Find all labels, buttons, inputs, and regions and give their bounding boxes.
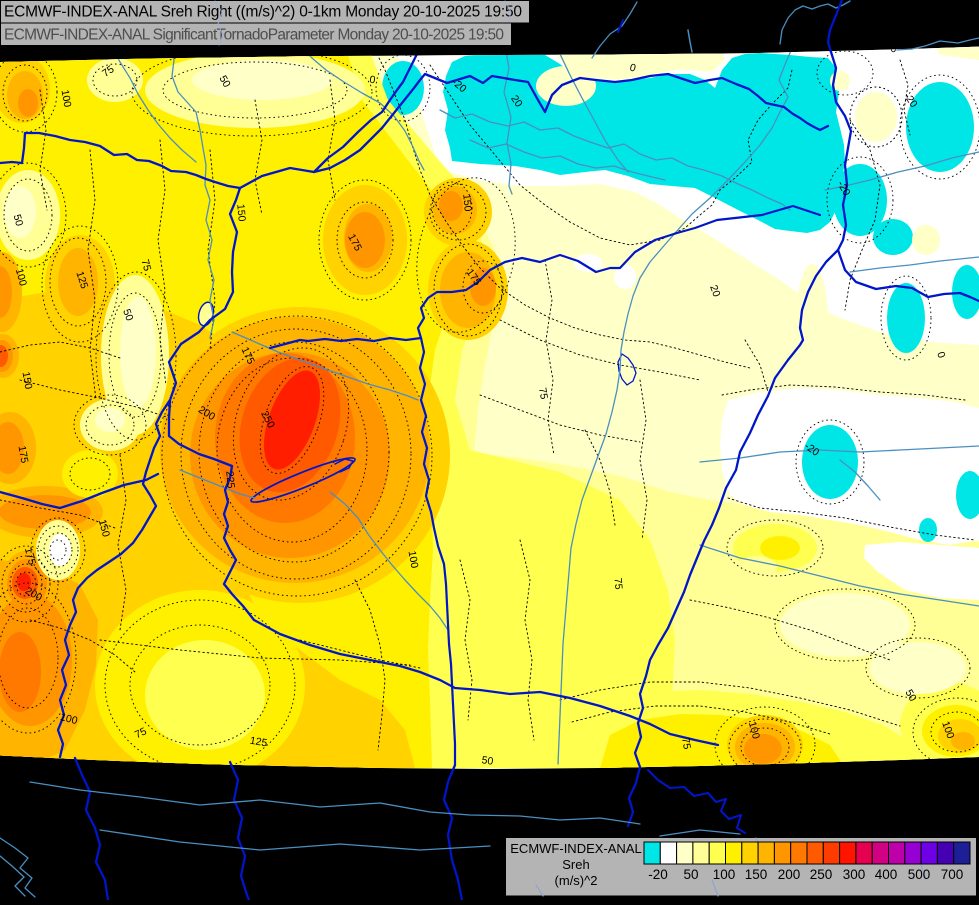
svg-text:Sreh: Sreh — [562, 857, 589, 872]
svg-text:125: 125 — [249, 735, 268, 750]
svg-text:0: 0 — [890, 43, 898, 56]
svg-text:(m/s)^2: (m/s)^2 — [555, 873, 598, 888]
svg-text:100: 100 — [939, 720, 956, 741]
svg-text:250: 250 — [810, 867, 833, 882]
svg-text:100: 100 — [59, 711, 79, 727]
svg-text:150: 150 — [460, 193, 473, 212]
svg-text:150: 150 — [234, 203, 247, 222]
svg-text:50: 50 — [11, 213, 26, 228]
svg-text:75: 75 — [133, 725, 149, 741]
svg-text:20: 20 — [707, 283, 722, 298]
svg-text:150: 150 — [96, 518, 112, 538]
svg-text:150: 150 — [20, 371, 35, 390]
svg-text:700: 700 — [941, 867, 964, 882]
svg-text:175: 175 — [22, 546, 38, 566]
svg-text:300: 300 — [843, 867, 866, 882]
svg-text:75: 75 — [679, 737, 693, 751]
svg-text:100: 100 — [746, 720, 762, 740]
svg-text:50: 50 — [481, 754, 494, 768]
svg-text:125: 125 — [73, 270, 90, 291]
svg-text:200: 200 — [778, 867, 801, 882]
svg-text:0: 0 — [934, 350, 947, 360]
svg-text:50: 50 — [683, 867, 698, 882]
svg-text:0: 0 — [628, 62, 637, 75]
svg-text:ECMWF-INDEX-ANAL SignificantTo: ECMWF-INDEX-ANAL SignificantTornadoParam… — [4, 27, 504, 44]
svg-text:75: 75 — [139, 258, 154, 273]
svg-text:0: 0 — [369, 74, 377, 87]
svg-text:100: 100 — [59, 89, 74, 108]
svg-text:100: 100 — [13, 267, 29, 287]
svg-text:225: 225 — [223, 470, 236, 489]
svg-text:500: 500 — [908, 867, 931, 882]
svg-text:400: 400 — [875, 867, 898, 882]
svg-text:75: 75 — [612, 577, 625, 590]
svg-text:100: 100 — [713, 867, 736, 882]
svg-text:ECMWF-INDEX-ANAL Sreh Right ((: ECMWF-INDEX-ANAL Sreh Right ((m/s)^2) 0-… — [4, 4, 522, 21]
svg-text:75: 75 — [536, 387, 550, 401]
svg-text:150: 150 — [745, 867, 768, 882]
svg-text:175: 175 — [16, 445, 31, 464]
svg-text:ECMWF-INDEX-ANAL: ECMWF-INDEX-ANAL — [510, 841, 641, 856]
svg-text:-20: -20 — [648, 867, 668, 882]
svg-text:100: 100 — [406, 550, 421, 569]
svg-text:50: 50 — [216, 73, 232, 89]
svg-text:50: 50 — [902, 687, 918, 703]
svg-text:50: 50 — [120, 307, 135, 322]
